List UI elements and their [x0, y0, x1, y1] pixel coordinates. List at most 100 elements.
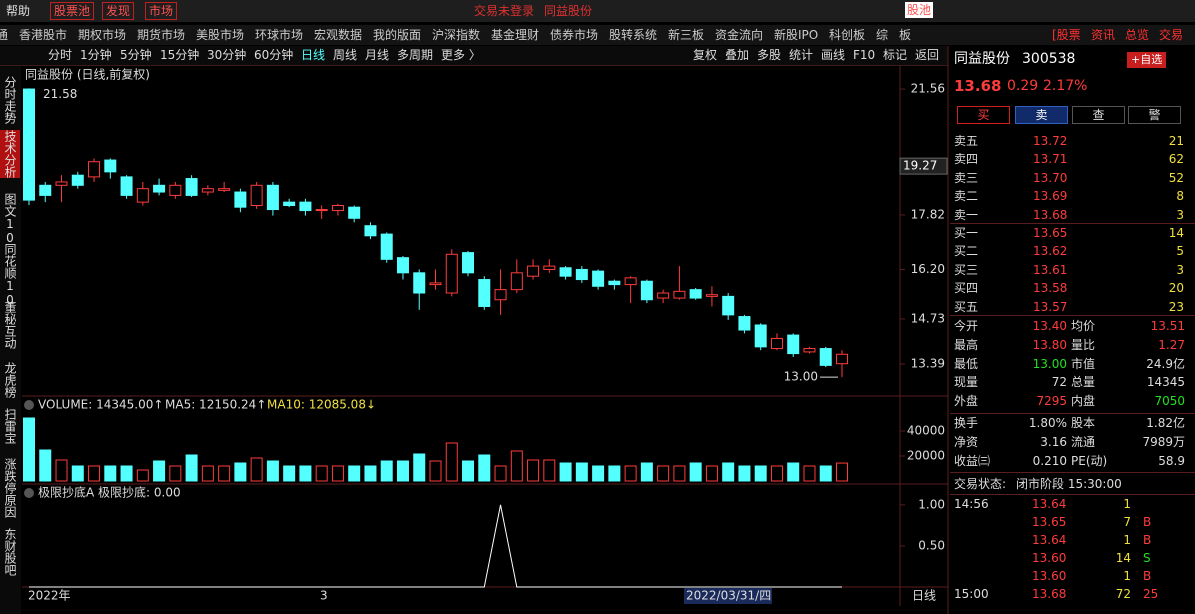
tool-button[interactable]: 复权 — [693, 48, 718, 62]
menu-item[interactable]: 沪深指数 — [432, 28, 481, 42]
side-tab[interactable]: 东财股吧 — [3, 528, 17, 576]
candle-body — [803, 348, 816, 353]
separator — [950, 472, 1195, 473]
volume-bar — [657, 465, 670, 482]
side-tab[interactable]: 涨跌停原因 — [3, 458, 17, 518]
side-tab[interactable]: 图文10 — [3, 193, 17, 245]
menu-item[interactable]: 板 — [899, 28, 912, 42]
menu-item[interactable]: 基金理财 — [491, 28, 540, 42]
trade-button[interactable]: 警 — [1128, 106, 1181, 124]
tool-button[interactable]: 统计 — [789, 48, 814, 62]
stock-name: 同益股份 — [954, 51, 1010, 67]
period-tab[interactable]: 分时 — [48, 48, 73, 62]
candle-body — [462, 252, 475, 274]
menu-item[interactable]: 我的版面 — [373, 28, 422, 42]
tool-button[interactable]: 画线 — [821, 48, 846, 62]
menu-item[interactable]: 宏观数据 — [314, 28, 363, 42]
trade-button[interactable]: 买 — [957, 106, 1010, 124]
candle-body — [331, 204, 344, 212]
period-tab[interactable]: 1分钟 — [80, 48, 112, 62]
volume-bar — [55, 459, 68, 482]
separator — [950, 413, 1195, 414]
menu-item[interactable]: 股转系统 — [609, 28, 658, 42]
trade-side: B — [1143, 515, 1152, 529]
add-button[interactable]: +自选 — [1127, 52, 1167, 68]
menu-item[interactable]: 资金流向 — [715, 28, 764, 42]
menu-item[interactable]: 美股市场 — [196, 28, 245, 42]
period-tab[interactable]: 15分钟 — [160, 48, 200, 62]
trade-volume: 1 — [1123, 533, 1131, 547]
period-tab[interactable]: 5分钟 — [120, 48, 152, 62]
side-tab[interactable]: 技术分析 — [0, 130, 20, 178]
volume-bar — [331, 465, 344, 482]
side-tab[interactable]: 董秘互动 — [3, 301, 17, 349]
volume-bar — [429, 460, 442, 482]
menu-item[interactable]: 帮助 — [6, 4, 31, 18]
side-tab[interactable]: 分时走势 — [3, 76, 17, 124]
book-price: 13.68 — [1033, 207, 1068, 222]
volume-bar — [201, 465, 214, 482]
indicator-line — [29, 504, 842, 588]
menu-item[interactable]: 香港股市 — [19, 28, 68, 42]
volume-bar — [218, 465, 231, 482]
candle-body — [218, 188, 231, 191]
top-tab[interactable]: 股票池 — [50, 2, 95, 20]
tool-button[interactable]: 多股 — [757, 48, 782, 62]
period-tab[interactable]: 周线 — [333, 48, 358, 62]
side-tab[interactable]: 同花顺10 — [3, 243, 17, 307]
indicator-label: 极限抄底A 极限抄底: 0.00 — [38, 485, 181, 500]
top-tab[interactable]: 发现 — [102, 2, 135, 20]
trade-price: 13.65 — [1032, 515, 1067, 529]
status-label: 交易状态: — [954, 477, 1007, 491]
tool-button[interactable]: 标记 — [883, 48, 908, 62]
volume-bar — [527, 459, 540, 482]
side-tab[interactable]: 龙虎榜 — [3, 362, 17, 398]
period-tab[interactable]: 月线 — [365, 48, 390, 62]
tool-button[interactable]: 叠加 — [725, 48, 750, 62]
menu-item[interactable]: 总览 — [1125, 28, 1150, 42]
menu-item[interactable]: 新股IPO — [774, 28, 819, 42]
volume-bar — [478, 454, 491, 482]
separator — [950, 223, 1195, 224]
status-value: 闭市阶段 15:30:00 — [1016, 477, 1122, 491]
volume-bar — [364, 465, 377, 482]
book-label: 买一 — [954, 226, 979, 240]
chart: 同益股份 (日线,前复权) 21.56 17.82 16.20 14.73 13.39 19… — [22, 46, 949, 614]
period-tab[interactable]: 多周期 — [397, 48, 434, 62]
menu-item[interactable]: 债券市场 — [550, 28, 599, 42]
trade-side: S — [1143, 551, 1151, 565]
menu-item[interactable]: 资讯 — [1091, 28, 1116, 42]
stat-label: 外盘 — [954, 394, 979, 409]
menu-item[interactable]: 科创板 — [829, 28, 866, 42]
candle-body — [23, 88, 35, 201]
menu-item[interactable]: 新三板 — [668, 28, 705, 42]
y-tick-label: 13.39 — [911, 357, 945, 371]
tool-button[interactable]: 返回 — [915, 48, 940, 62]
period-tab[interactable]: 更多 〉 — [441, 48, 481, 62]
tool-button[interactable]: F10 — [853, 48, 876, 62]
candle-body — [770, 337, 783, 350]
menu-item[interactable]: 通 — [0, 28, 9, 42]
menu-item[interactable]: [股票 — [1052, 28, 1081, 42]
side-tab[interactable]: 扫雷宝 — [3, 408, 17, 444]
trade-button[interactable]: 卖 — [1015, 106, 1068, 124]
menu-item[interactable]: 期货市场 — [137, 28, 186, 42]
y-tick-label: 14.73 — [911, 311, 945, 325]
period-tab[interactable]: 30分钟 — [207, 48, 247, 62]
menu-item[interactable]: 期权市场 — [78, 28, 127, 42]
period-tab[interactable]: 60分钟 — [254, 48, 294, 62]
volume-bar — [445, 442, 458, 482]
trade-button[interactable]: 查 — [1072, 106, 1125, 124]
stat-label: PE(动) — [1071, 453, 1108, 468]
menu-item[interactable]: 综 — [876, 28, 889, 42]
top-tab[interactable]: 市场 — [145, 2, 178, 20]
volume-bar — [608, 465, 621, 482]
pool-button[interactable]: 股池 — [905, 2, 934, 18]
candle-body — [348, 206, 361, 219]
trade-volume: 1 — [1123, 497, 1131, 511]
stat-label: 股本 — [1071, 416, 1096, 430]
stat-value: 13.80 — [1032, 337, 1067, 352]
period-tab[interactable]: 日线 — [301, 48, 326, 62]
menu-item[interactable]: 环球市场 — [255, 28, 304, 42]
menu-item[interactable]: 交易 — [1159, 28, 1184, 42]
